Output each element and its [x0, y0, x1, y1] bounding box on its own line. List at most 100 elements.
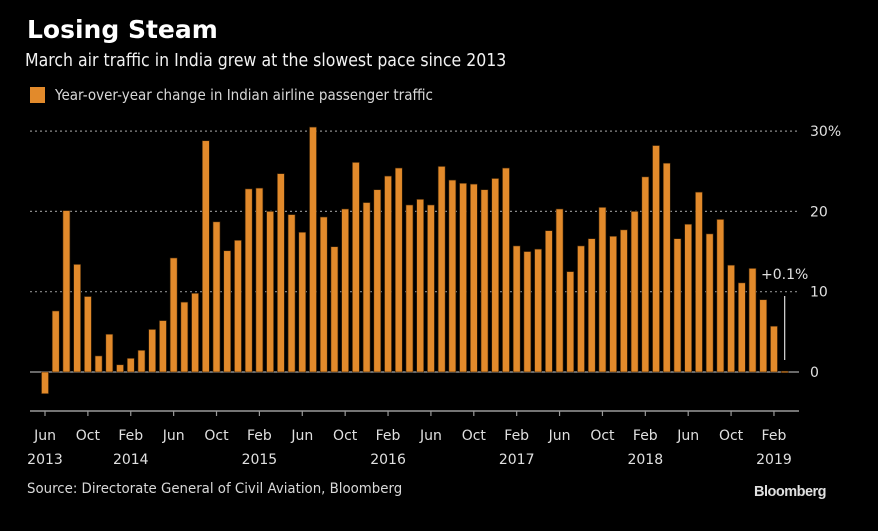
bar — [180, 301, 189, 373]
bar — [309, 126, 317, 373]
bar — [555, 208, 564, 373]
x-tick-label: Jun — [33, 428, 56, 444]
gridlines — [30, 130, 799, 373]
bar — [598, 207, 607, 373]
bar — [630, 211, 639, 373]
bar — [620, 229, 628, 373]
y-tick-label: 20 — [810, 204, 828, 220]
bar — [577, 245, 585, 373]
bar — [534, 248, 542, 373]
bar — [105, 333, 114, 373]
bar — [448, 179, 457, 373]
bar — [137, 350, 146, 373]
bar — [748, 268, 757, 373]
x-tick-label: Oct — [204, 428, 229, 444]
y-tick-label: 0 — [810, 365, 819, 381]
bar — [41, 371, 49, 394]
x-tick-label: Jun — [548, 428, 571, 444]
bar — [373, 189, 382, 373]
bar — [566, 271, 575, 373]
x-tick-year-label: 2016 — [370, 452, 406, 468]
bar — [255, 187, 264, 373]
bar — [405, 204, 414, 373]
bar — [609, 235, 617, 373]
bar — [191, 293, 199, 373]
bar — [523, 251, 532, 373]
bar — [266, 211, 274, 373]
bar — [234, 240, 242, 373]
y-tick-label: 10 — [810, 285, 828, 301]
bar — [126, 358, 135, 373]
bar — [695, 191, 703, 373]
bar — [480, 189, 489, 373]
annotation-label: +0.1% — [761, 267, 808, 283]
bar — [727, 264, 735, 373]
bar — [362, 202, 371, 373]
bar — [502, 167, 510, 373]
bar — [705, 233, 714, 373]
x-tick-label: Feb — [118, 428, 143, 444]
x-tick-year-label: 2017 — [499, 452, 535, 468]
bar — [770, 325, 778, 373]
x-tick-label: Oct — [76, 428, 101, 444]
bar — [277, 173, 285, 373]
bar — [759, 299, 768, 373]
bar — [352, 162, 360, 373]
x-tick-label: Jun — [290, 428, 313, 444]
legend-swatch — [30, 87, 45, 103]
x-tick-year-label: 2015 — [242, 452, 278, 468]
x-tick-year-label: 2014 — [113, 452, 149, 468]
bars — [41, 126, 789, 394]
bar — [459, 182, 467, 373]
x-tick-label: Feb — [247, 428, 272, 444]
bloomberg-logo: Bloomberg — [754, 484, 827, 500]
y-axis-ticks: 0 10 20 30% — [810, 124, 841, 381]
bar — [341, 208, 349, 373]
bar — [298, 231, 307, 373]
bar — [330, 246, 339, 373]
bar — [469, 183, 478, 373]
x-tick-label: Oct — [590, 428, 615, 444]
bar — [84, 296, 92, 373]
bar — [737, 282, 746, 373]
x-tick-label: Feb — [504, 428, 529, 444]
bar — [641, 176, 650, 373]
bar — [223, 250, 232, 373]
x-tick-label: Jun — [162, 428, 185, 444]
bar — [394, 167, 403, 373]
bar — [202, 140, 210, 373]
bar — [287, 214, 296, 373]
bar — [62, 210, 71, 373]
bar — [716, 219, 725, 373]
x-tick-label: Oct — [333, 428, 358, 444]
bar — [491, 178, 500, 373]
bar — [512, 245, 521, 373]
bar — [416, 199, 425, 373]
x-axis: Jun 2013 Oct Feb 2014 Jun Oct Feb 2015 Jun Oct Feb 2… — [27, 410, 799, 468]
x-tick-label: Oct — [719, 428, 744, 444]
x-tick-label: Jun — [676, 428, 699, 444]
bar — [673, 238, 682, 373]
bar — [427, 204, 435, 373]
bar — [244, 188, 253, 373]
bar — [662, 162, 671, 373]
x-tick-label: Jun — [419, 428, 442, 444]
bar — [780, 370, 789, 373]
bar — [159, 320, 167, 373]
source-note: Source: Directorate General of Civil Avi… — [27, 481, 403, 497]
bar — [684, 223, 693, 373]
x-tick-label: Feb — [376, 428, 401, 444]
x-tick-year-label: 2019 — [756, 452, 792, 468]
annotations: +0.1% — [761, 267, 808, 360]
x-tick-year-label: 2013 — [27, 452, 63, 468]
bar — [148, 329, 156, 373]
bar — [169, 257, 178, 373]
legend-label: Year-over-year change in Indian airline … — [55, 86, 433, 104]
x-tick-label: Feb — [633, 428, 658, 444]
x-tick-label: Feb — [762, 428, 787, 444]
bar — [652, 145, 660, 373]
y-tick-label: 30% — [810, 124, 841, 140]
bar — [51, 310, 60, 373]
x-tick-year-label: 2018 — [627, 452, 663, 468]
